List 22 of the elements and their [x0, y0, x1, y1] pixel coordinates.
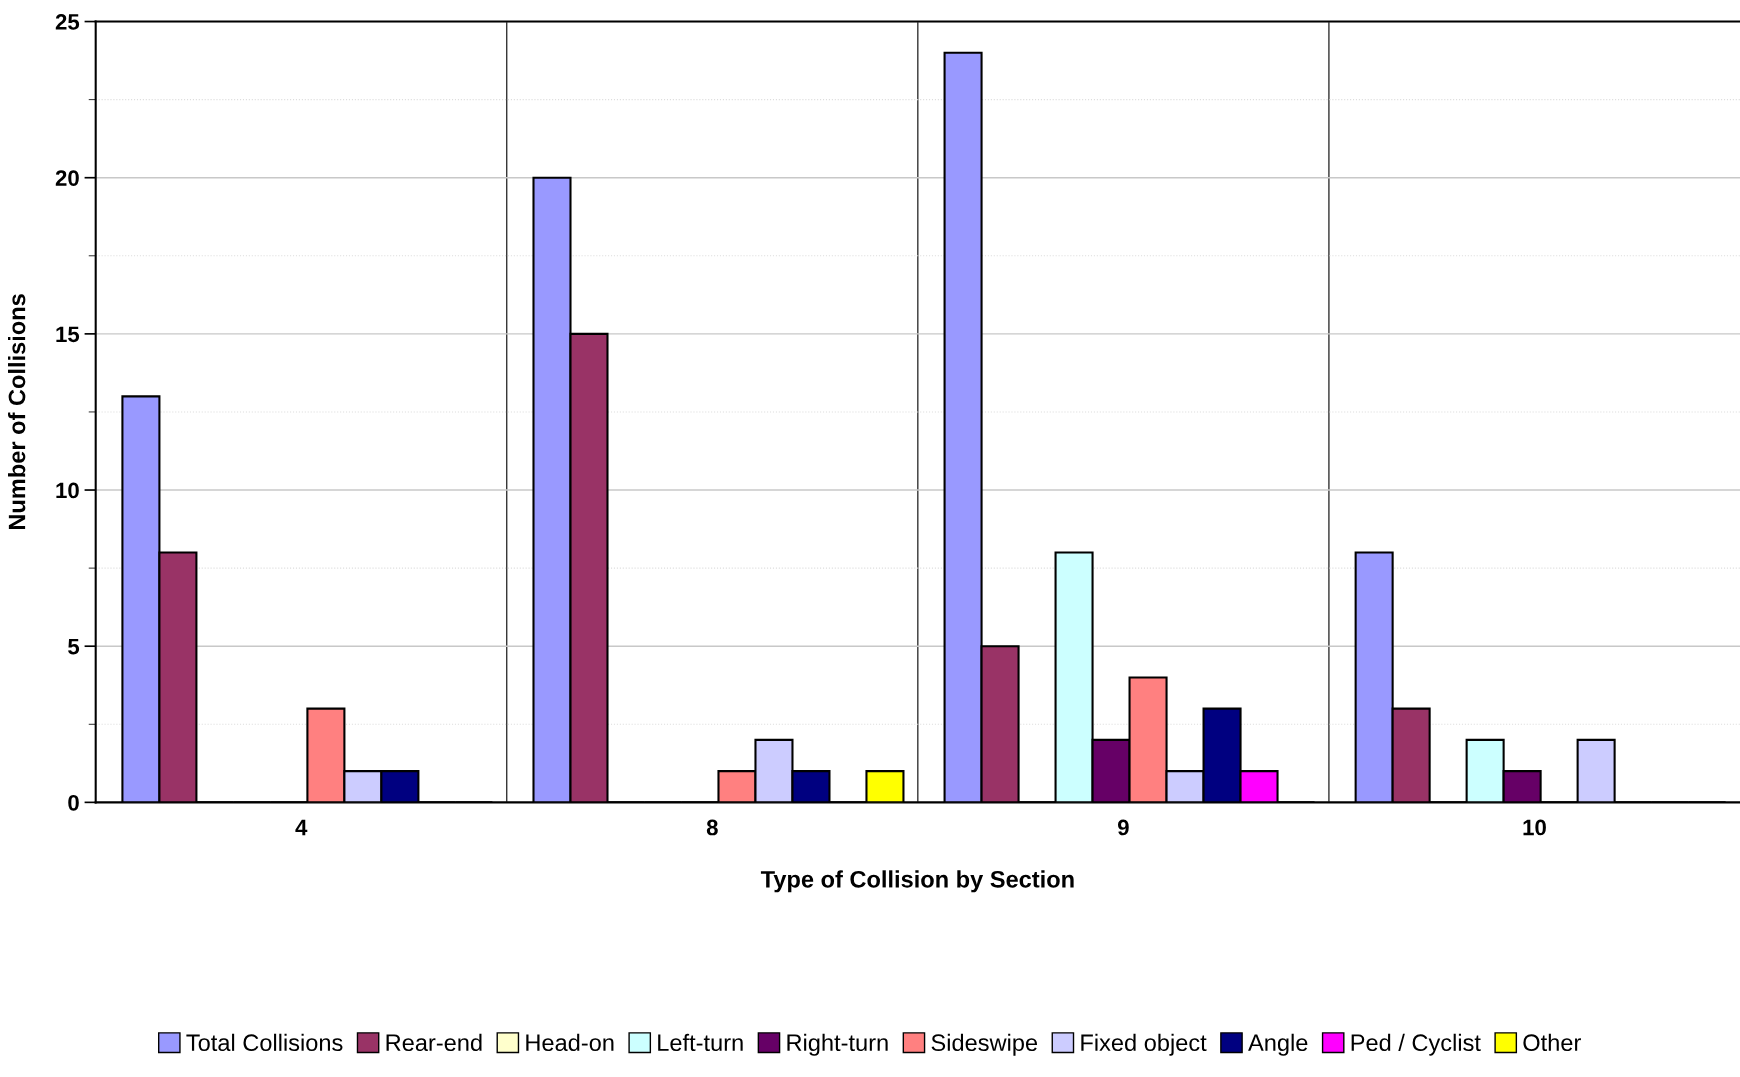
legend-label: Other	[1523, 1033, 1581, 1052]
legend-label: Sideswipe	[931, 1033, 1038, 1056]
y-tick-label: 20	[55, 170, 79, 186]
legend-label: Head-on	[526, 1033, 614, 1052]
legend-label: Right-turn	[787, 1033, 888, 1056]
legend-label: Ped / Cyclist	[1351, 1033, 1481, 1056]
y-axis-title: Number of Collisions	[8, 294, 26, 530]
y-tick-label: 15	[56, 326, 80, 343]
x-tick-label: 10	[1523, 819, 1546, 836]
legend-label: Left-turn	[658, 1033, 743, 1052]
y-tick-label: 10	[56, 482, 79, 499]
y-tick-label: 5	[68, 638, 80, 655]
x-tick-label: 9	[1117, 819, 1129, 836]
legend-label: Angle	[1248, 1033, 1308, 1056]
x-tick-label: 4	[295, 819, 308, 836]
y-tick-label: 0	[68, 794, 79, 811]
legend-label: Total Collisions	[186, 1033, 343, 1052]
y-tick-label: 25	[55, 14, 80, 30]
legend-label: Rear-end	[386, 1033, 482, 1052]
x-axis-title: Type of Collision by Section	[760, 870, 1074, 893]
legend-label: Fixed object	[1081, 1033, 1207, 1056]
x-tick-label: 8	[706, 819, 718, 836]
